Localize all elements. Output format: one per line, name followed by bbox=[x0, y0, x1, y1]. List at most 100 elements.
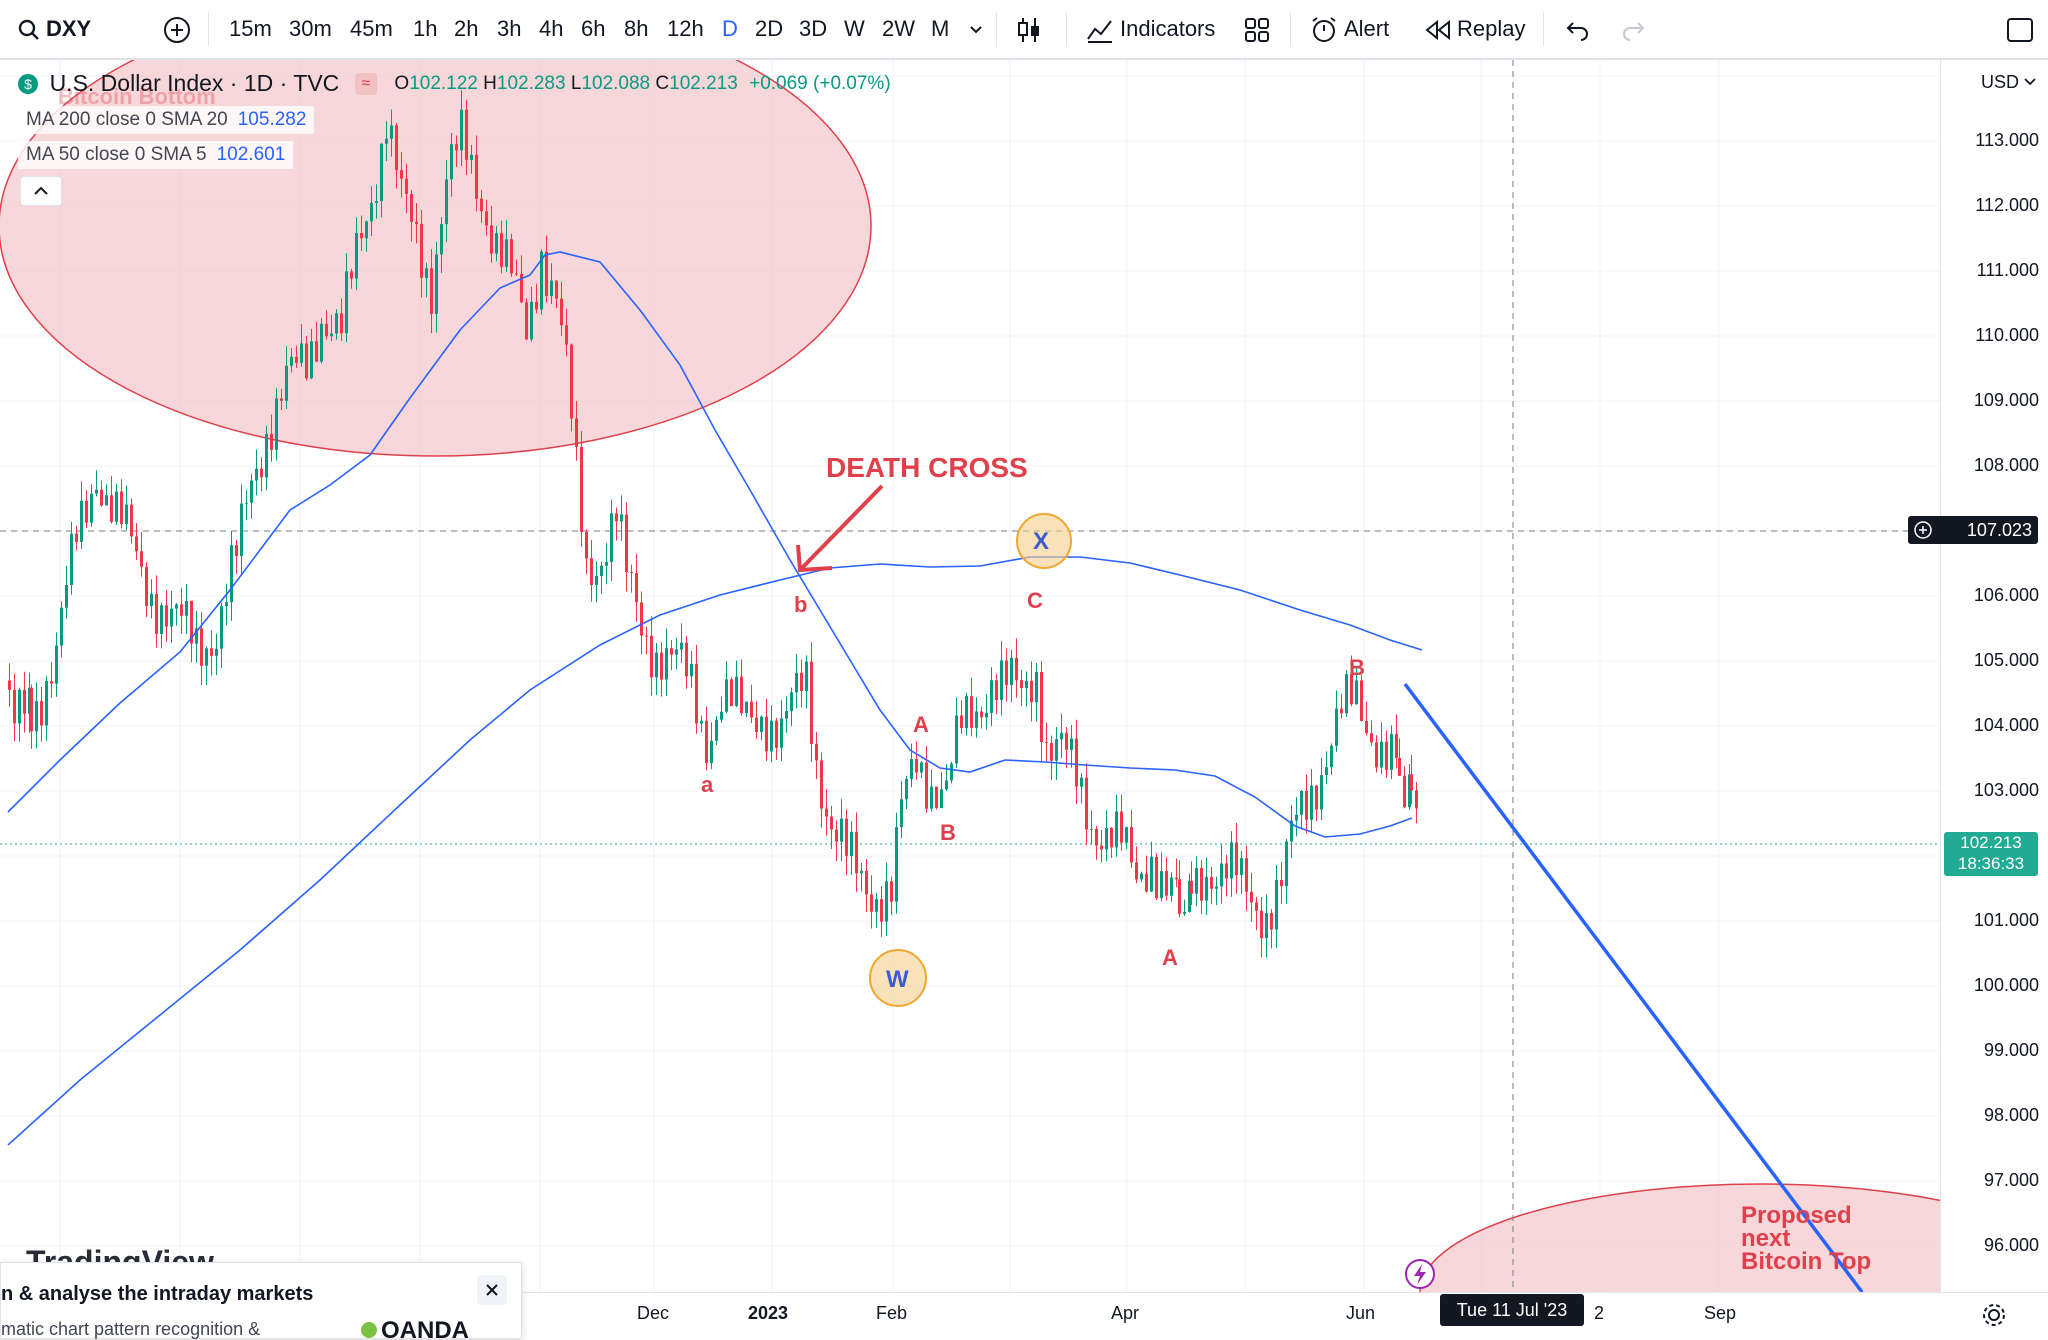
candle-body bbox=[165, 605, 168, 627]
candle-body bbox=[450, 144, 453, 180]
settings-gear-icon[interactable] bbox=[1981, 1302, 2007, 1328]
ma200-legend[interactable]: MA 200 close 0 SMA 20 105.282 bbox=[18, 106, 315, 134]
chart-pane[interactable] bbox=[0, 60, 1940, 1292]
chevron-down-icon bbox=[2024, 78, 2036, 86]
time-label-sep: Sep bbox=[1704, 1303, 1737, 1323]
candle-body bbox=[560, 298, 563, 326]
candle-body bbox=[400, 170, 403, 179]
wave-w-circle[interactable] bbox=[869, 949, 927, 1007]
price-tick-label: 100.000 bbox=[1973, 975, 2039, 995]
candle-body bbox=[870, 894, 873, 912]
close-icon bbox=[486, 1284, 498, 1296]
market-status-icon[interactable]: ≈ bbox=[354, 72, 377, 95]
candle-body bbox=[435, 254, 438, 314]
candle-body bbox=[1145, 873, 1148, 892]
interval-45m[interactable]: 45m bbox=[350, 16, 393, 41]
candle-body bbox=[180, 604, 183, 616]
candle-body bbox=[425, 268, 428, 278]
projection-trendline[interactable] bbox=[1403, 682, 1864, 1292]
price-tick-label: 113.000 bbox=[1975, 130, 2039, 150]
replay-button[interactable]: Replay bbox=[1425, 0, 1525, 58]
price-tick-label: 97.000 bbox=[1983, 1170, 2039, 1190]
add-alert-icon[interactable] bbox=[1914, 521, 1932, 539]
interval-15m[interactable]: 15m bbox=[229, 16, 272, 41]
interval-1h[interactable]: 1h bbox=[413, 16, 438, 41]
compare-symbol-button[interactable] bbox=[162, 0, 192, 58]
candle-body bbox=[755, 717, 758, 732]
candle-body bbox=[385, 138, 388, 144]
interval-6h[interactable]: 6h bbox=[581, 16, 606, 41]
fullscreen-button[interactable] bbox=[2006, 0, 2034, 58]
ma50-legend[interactable]: MA 50 close 0 SMA 5 102.601 bbox=[18, 141, 294, 169]
interval-dropdown[interactable] bbox=[968, 0, 984, 58]
symbol-search[interactable]: DXY bbox=[18, 0, 91, 58]
candle-body bbox=[1340, 708, 1343, 714]
promo-popup[interactable]: n & analyse the intraday markets matic c… bbox=[0, 1262, 522, 1339]
candle-body bbox=[75, 533, 78, 542]
legend-title-row[interactable]: $ U.S. Dollar Index · 1D · TVC ≈ O102.12… bbox=[18, 70, 891, 97]
interval-2d[interactable]: 2D bbox=[755, 16, 784, 41]
interval-4h[interactable]: 4h bbox=[539, 16, 564, 41]
ma50-line[interactable] bbox=[7, 251, 1413, 838]
candle-body bbox=[850, 831, 853, 856]
candle-body bbox=[415, 221, 418, 224]
price-tick-label: 106.000 bbox=[1973, 585, 2039, 605]
interval-2h[interactable]: 2h bbox=[454, 16, 479, 41]
candle-body bbox=[1190, 880, 1193, 894]
oanda-brand: OANDA bbox=[381, 1317, 469, 1339]
candle-body bbox=[1220, 863, 1223, 887]
death-cross-arrow[interactable] bbox=[798, 484, 884, 572]
interval-30m[interactable]: 30m bbox=[289, 16, 332, 41]
candle-body bbox=[1275, 879, 1278, 930]
candle-body bbox=[620, 514, 623, 522]
candle-body bbox=[55, 645, 58, 684]
interval-8h[interactable]: 8h bbox=[624, 16, 649, 41]
candle-body bbox=[600, 565, 603, 576]
interval-m[interactable]: M bbox=[931, 16, 950, 41]
candle-body bbox=[130, 504, 133, 537]
candle-body bbox=[475, 154, 478, 199]
collapse-legend-button[interactable] bbox=[20, 176, 62, 206]
bitcoin-top-zone[interactable] bbox=[1419, 1183, 1940, 1292]
redo-button[interactable] bbox=[1620, 0, 1646, 58]
alert-button[interactable]: Alert bbox=[1310, 0, 1389, 58]
candle-body bbox=[525, 302, 528, 340]
candle-body bbox=[685, 642, 688, 677]
candle-body bbox=[1390, 733, 1393, 770]
candle-body bbox=[930, 786, 933, 809]
candle-body bbox=[335, 313, 338, 334]
candle-body bbox=[240, 503, 243, 557]
price-tick-label: 111.000 bbox=[1976, 260, 2039, 280]
interval-2w[interactable]: 2W bbox=[882, 16, 915, 41]
candle-body bbox=[925, 762, 928, 809]
interval-3d[interactable]: 3D bbox=[799, 16, 828, 41]
candle-body bbox=[200, 628, 203, 666]
wave-label-b-feb: B bbox=[940, 820, 956, 845]
interval-w[interactable]: W bbox=[844, 16, 865, 41]
interval-3h[interactable]: 3h bbox=[497, 16, 522, 41]
wave-x-circle[interactable] bbox=[1016, 513, 1072, 569]
interval-12h[interactable]: 12h bbox=[667, 16, 704, 41]
candle-body bbox=[375, 201, 378, 203]
candle-body bbox=[1408, 774, 1411, 808]
candle-body bbox=[1160, 871, 1163, 898]
open-label: O bbox=[394, 72, 410, 94]
interval-d[interactable]: D bbox=[722, 16, 738, 41]
candle-body bbox=[1225, 863, 1228, 879]
chart-type-button[interactable] bbox=[1016, 0, 1042, 58]
candle-body bbox=[190, 600, 193, 644]
undo-button[interactable] bbox=[1565, 0, 1591, 58]
candle-body bbox=[1410, 774, 1413, 791]
price-tick-label: 110.000 bbox=[1975, 325, 2039, 345]
price-scale[interactable]: USD 113.000 112.000 111.000 110.000 109.000 1… bbox=[1940, 60, 2048, 1292]
candle-body bbox=[820, 760, 823, 809]
candle-body bbox=[955, 715, 958, 764]
indicators-button[interactable]: Indicators bbox=[1086, 0, 1215, 58]
currency-label[interactable]: USD bbox=[1980, 72, 2019, 92]
candle-body bbox=[1365, 720, 1368, 734]
candle-body bbox=[635, 573, 638, 603]
popup-close-button[interactable] bbox=[477, 1275, 507, 1305]
candle-body bbox=[1075, 738, 1078, 787]
layouts-button[interactable] bbox=[1244, 0, 1270, 58]
last-price-label: 102.213 18:36:33 bbox=[1944, 832, 2038, 876]
